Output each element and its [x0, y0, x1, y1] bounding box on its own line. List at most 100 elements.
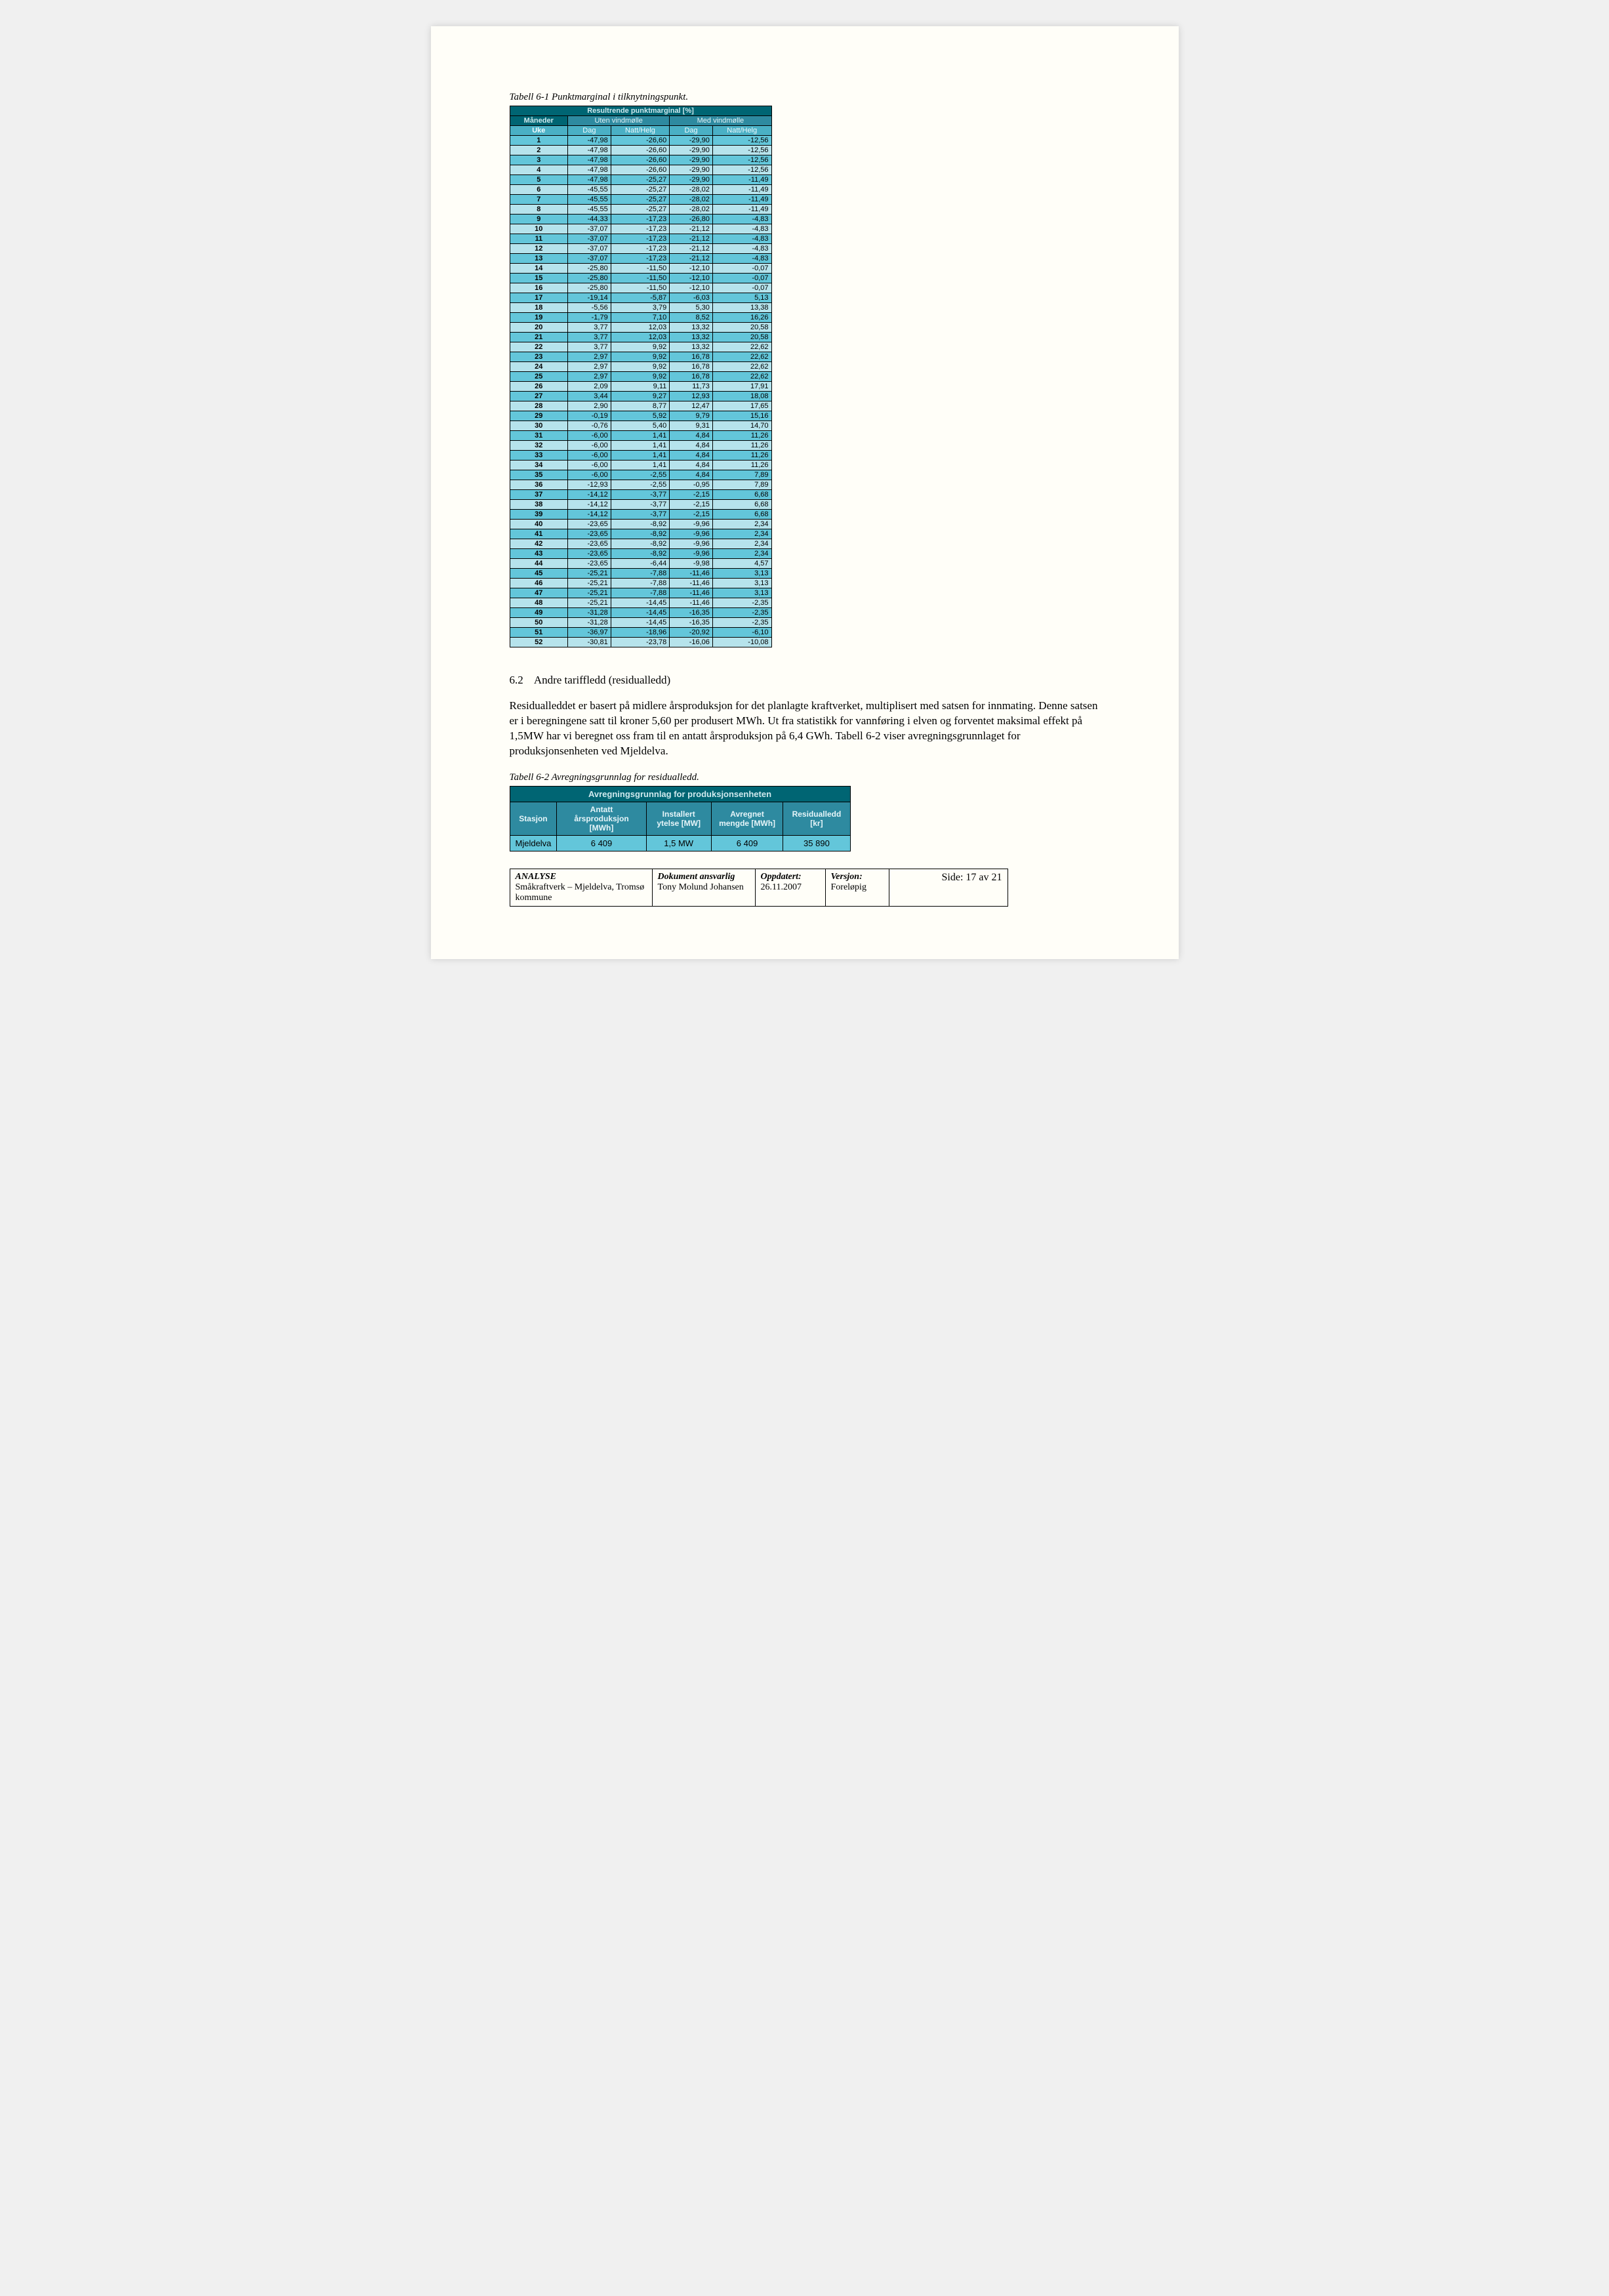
t62-cell-2: 1,5 MW — [646, 835, 711, 851]
t61-cell-value: -30,81 — [568, 638, 611, 647]
t61-cell-value: -14,45 — [611, 598, 670, 608]
t61-cell-uke: 36 — [510, 480, 568, 490]
t61-cell-value: -6,00 — [568, 431, 611, 441]
t61-cell-value: 5,40 — [611, 421, 670, 431]
t61-cell-value: -11,46 — [670, 598, 713, 608]
t61-cell-value: -5,56 — [568, 303, 611, 313]
t61-cell-value: 13,32 — [670, 323, 713, 333]
t61-cell-value: -17,23 — [611, 234, 670, 244]
t61-cell-value: -12,10 — [670, 264, 713, 274]
t61-cell-value: -26,60 — [611, 146, 670, 155]
t61-cell-value: 4,84 — [670, 431, 713, 441]
t61-cell-value: 9,31 — [670, 421, 713, 431]
t61-cell-value: -12,56 — [712, 155, 771, 165]
t61-cell-value: -25,80 — [568, 264, 611, 274]
t61-cell-value: 11,26 — [712, 441, 771, 451]
t61-cell-value: -19,14 — [568, 293, 611, 303]
table-row: 19-1,797,108,5216,26 — [510, 313, 771, 323]
t61-cell-uke: 34 — [510, 461, 568, 470]
table-row: 15-25,80-11,50-12,10-0,07 — [510, 274, 771, 283]
t61-cell-value: -23,78 — [611, 638, 670, 647]
t61-cell-value: 18,08 — [712, 392, 771, 401]
t61-cell-value: 6,68 — [712, 510, 771, 520]
table-row: 42-23,65-8,92-9,962,34 — [510, 539, 771, 549]
t61-cell-value: 9,92 — [611, 372, 670, 382]
t61-cell-value: -3,77 — [611, 490, 670, 500]
t61-cell-value: -10,08 — [712, 638, 771, 647]
t62-cell-3: 6 409 — [711, 835, 783, 851]
t61-cell-uke: 16 — [510, 283, 568, 293]
t61-cell-uke: 31 — [510, 431, 568, 441]
t61-cell-value: -0,07 — [712, 283, 771, 293]
t61-cell-value: 3,44 — [568, 392, 611, 401]
t61-cell-value: -28,02 — [670, 195, 713, 205]
t61-cell-value: -0,19 — [568, 411, 611, 421]
t61-cell-value: 11,26 — [712, 451, 771, 461]
table-6-1: Resultrende punktmarginal [%] Måneder Ut… — [510, 106, 772, 647]
table-row: 12-37,07-17,23-21,12-4,83 — [510, 244, 771, 254]
t61-cell-value: -21,12 — [670, 224, 713, 234]
t61-cell-uke: 47 — [510, 588, 568, 598]
t61-cell-uke: 13 — [510, 254, 568, 264]
t61-cell-value: 17,65 — [712, 401, 771, 411]
t61-cell-value: 9,11 — [611, 382, 670, 392]
t61-cell-uke: 7 — [510, 195, 568, 205]
t61-cell-value: -2,55 — [611, 470, 670, 480]
footer-opp: Oppdatert: 26.11.2007 — [755, 869, 825, 906]
t61-cell-value: -25,27 — [611, 195, 670, 205]
t62-cell-1: 6 409 — [557, 835, 646, 851]
t62-col-3: Avregnet mengde [MWh] — [711, 802, 783, 835]
table-6-2: Avregningsgrunnlag for produksjonsenhete… — [510, 786, 851, 851]
t61-cell-value: -2,15 — [670, 490, 713, 500]
t61-cell-value: 2,34 — [712, 539, 771, 549]
t61-cell-value: 3,13 — [712, 579, 771, 588]
t61-cell-value: -2,35 — [712, 608, 771, 618]
t61-cell-uke: 12 — [510, 244, 568, 254]
t61-cell-value: -23,65 — [568, 520, 611, 529]
t61-cell-value: -11,46 — [670, 588, 713, 598]
table-row: 31-6,001,414,8411,26 — [510, 431, 771, 441]
t61-cell-value: -37,07 — [568, 254, 611, 264]
t61-cell-value: -11,50 — [611, 264, 670, 274]
t61-cell-uke: 29 — [510, 411, 568, 421]
t61-cell-value: -12,10 — [670, 274, 713, 283]
footer-c3-text: 26.11.2007 — [761, 882, 802, 892]
t61-cell-uke: 38 — [510, 500, 568, 510]
t61-hdr-left: Måneder — [510, 116, 568, 126]
t61-cell-value: -23,65 — [568, 549, 611, 559]
t62-title: Avregningsgrunnlag for produksjonsenhete… — [510, 786, 850, 802]
t61-cell-uke: 27 — [510, 392, 568, 401]
t61-cell-value: -45,55 — [568, 195, 611, 205]
table-row: 282,908,7712,4717,65 — [510, 401, 771, 411]
t61-cell-value: -9,96 — [670, 539, 713, 549]
t61-cell-value: -7,88 — [611, 579, 670, 588]
t61-cell-uke: 19 — [510, 313, 568, 323]
footer-ver: Versjon: Foreløpig — [825, 869, 889, 906]
table-row: 17-19,14-5,87-6,035,13 — [510, 293, 771, 303]
t62-col-0: Stasjon — [510, 802, 557, 835]
table-row: 213,7712,0313,3220,58 — [510, 333, 771, 342]
t61-cell-uke: 48 — [510, 598, 568, 608]
t61-cell-value: -45,55 — [568, 185, 611, 195]
t61-sub-uke: Uke — [510, 126, 568, 136]
t62-col-2: Installert ytelse [MW] — [646, 802, 711, 835]
t61-cell-uke: 39 — [510, 510, 568, 520]
table-row: 35-6,00-2,554,847,89 — [510, 470, 771, 480]
t61-cell-value: 13,32 — [670, 342, 713, 352]
t61-cell-uke: 37 — [510, 490, 568, 500]
t61-cell-value: -21,12 — [670, 254, 713, 264]
t61-cell-value: -0,76 — [568, 421, 611, 431]
footer-c4-label: Versjon: — [831, 872, 863, 882]
t61-cell-uke: 46 — [510, 579, 568, 588]
t61-cell-value: -0,07 — [712, 264, 771, 274]
t61-cell-value: -21,12 — [670, 244, 713, 254]
table-row: 232,979,9216,7822,62 — [510, 352, 771, 362]
t61-cell-value: -45,55 — [568, 205, 611, 215]
t61-cell-value: -6,00 — [568, 470, 611, 480]
t61-cell-value: -9,96 — [670, 520, 713, 529]
t61-cell-uke: 25 — [510, 372, 568, 382]
t61-cell-value: -25,27 — [611, 175, 670, 185]
t61-cell-uke: 52 — [510, 638, 568, 647]
t61-cell-value: 3,77 — [568, 333, 611, 342]
t61-cell-uke: 15 — [510, 274, 568, 283]
